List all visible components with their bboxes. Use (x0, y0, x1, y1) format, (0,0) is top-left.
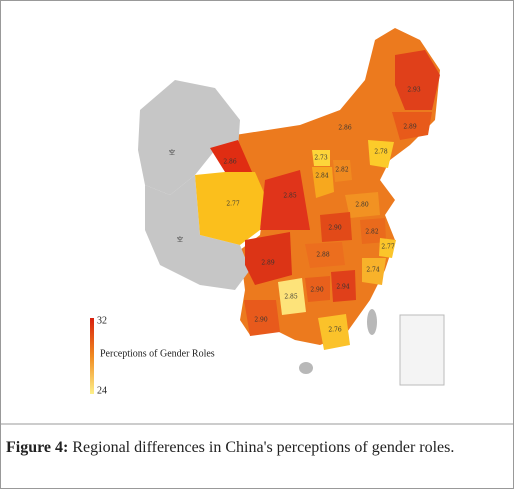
caption: Figure 4: Regional differences in China'… (6, 438, 506, 458)
region-label: 空 (169, 149, 175, 157)
region-label: 2.77 (226, 201, 240, 208)
region (395, 50, 440, 110)
caption-text: Regional differences in China's percepti… (72, 439, 455, 456)
region (260, 170, 310, 230)
region-label: 2.89 (261, 260, 275, 267)
region (244, 300, 280, 336)
region (305, 242, 345, 268)
legend-bar (90, 318, 94, 394)
region (345, 192, 380, 218)
region-label: 2.89 (403, 124, 417, 131)
region-label: 空 (177, 236, 183, 244)
region-label: 2.84 (315, 173, 329, 180)
legend-title: Perceptions of Gender Roles (100, 348, 215, 359)
regions (138, 50, 440, 350)
region-label: 2.93 (407, 87, 421, 94)
region-label: 2.73 (314, 155, 328, 162)
region-labels: 空 空 2.77 2.86 2.86 2.93 2.89 2.78 2.73 2… (169, 87, 421, 334)
region-label: 2.90 (310, 287, 324, 294)
region-label: 2.90 (254, 317, 268, 324)
region (290, 100, 372, 158)
region-label: 2.82 (365, 229, 379, 236)
region (312, 150, 330, 166)
region-label: 2.82 (335, 167, 349, 174)
legend-min: 24 (97, 385, 107, 396)
legend-max: 32 (97, 315, 107, 326)
region-label: 2.80 (355, 202, 369, 209)
hainan (299, 362, 313, 374)
region (320, 212, 352, 242)
region (278, 278, 306, 315)
region (360, 218, 386, 244)
region-label: 2.90 (328, 225, 342, 232)
caption-label: Figure 4: (6, 439, 69, 456)
region (362, 258, 386, 285)
region (312, 167, 334, 198)
region (333, 160, 352, 182)
region (145, 175, 250, 290)
region (305, 276, 330, 302)
region-label: 2.86 (338, 125, 352, 132)
region-label: 2.77 (381, 244, 395, 251)
region (210, 140, 252, 172)
region (138, 80, 240, 195)
region-label: 2.88 (316, 252, 330, 259)
taiwan (367, 309, 377, 335)
inset-box (399, 314, 445, 386)
region (245, 232, 292, 285)
region (195, 172, 265, 245)
region-label: 2.85 (284, 294, 298, 301)
region (392, 112, 432, 140)
region-label: 2.76 (328, 327, 342, 334)
region (379, 238, 396, 258)
region-label: 2.85 (283, 193, 297, 200)
region-label: 2.74 (366, 267, 380, 274)
region (331, 270, 356, 302)
region-label: 2.78 (374, 149, 388, 156)
region-label: 2.94 (336, 284, 350, 291)
region-label: 2.86 (223, 159, 237, 166)
region (368, 140, 394, 168)
region (318, 314, 350, 350)
